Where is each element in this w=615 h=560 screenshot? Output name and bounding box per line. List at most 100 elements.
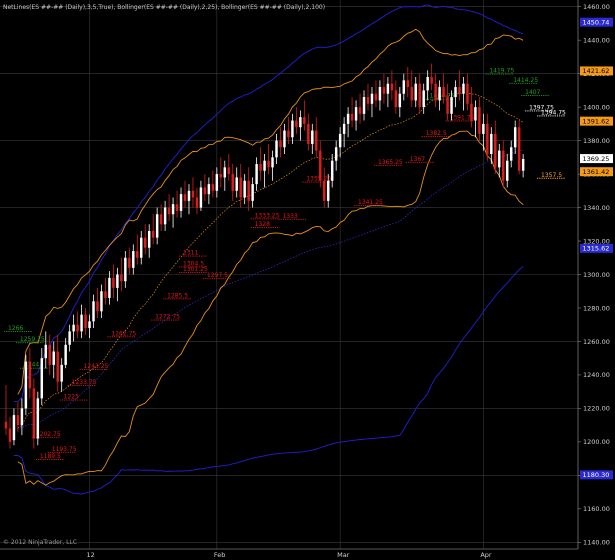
bollinger-bands (13, 4, 524, 495)
price-tag-label: 1180.30 (583, 471, 610, 479)
candle-body (486, 123, 489, 154)
candle-body (80, 314, 83, 332)
candle-body (24, 361, 28, 409)
candle-body (187, 190, 191, 201)
x-tick-label: Mar (337, 551, 350, 559)
candle-body (386, 83, 390, 94)
price-tag-bg (580, 243, 613, 253)
price-tag-bg (580, 66, 613, 76)
candle-body (299, 117, 302, 128)
netline-label: 1341.25 (358, 199, 383, 206)
y-tick-label: 1240.00 (583, 371, 610, 379)
candle-body (40, 358, 44, 399)
candle-body (275, 140, 278, 158)
netline-label: 1407 (525, 89, 540, 96)
candle-body (12, 415, 16, 441)
candle-body (263, 160, 266, 171)
candle-body (474, 107, 477, 121)
price-tag-label: 1315.62 (583, 245, 610, 253)
candle-body (382, 87, 386, 94)
netline-label: 1244 (24, 362, 39, 369)
netline-label: 1301.25 (183, 266, 208, 273)
netline-label: 1333.25 (255, 212, 280, 219)
candle-body (458, 87, 461, 94)
candle-body (28, 361, 32, 389)
netline-label: 1382.5 (426, 130, 447, 137)
bb25-upper-line (17, 28, 524, 395)
candle-body (505, 160, 509, 181)
candle-body (155, 214, 159, 238)
candle-body (478, 107, 481, 134)
candle-body (450, 97, 453, 114)
netline-label: 1262.75 (111, 330, 136, 337)
candle-body (414, 83, 417, 101)
candle-body (259, 164, 262, 171)
candle-body (4, 421, 8, 429)
candle-body (342, 123, 346, 134)
y-tick-label: 1280.00 (583, 304, 610, 312)
candle-body (247, 180, 250, 201)
y-tick-label: 1460.00 (583, 3, 610, 11)
candle-body (223, 167, 227, 178)
netline-label: 1357.5 (541, 172, 562, 179)
y-tick-label: 1200.00 (583, 438, 610, 446)
candle-body (124, 257, 127, 282)
candle-body (48, 344, 51, 365)
candle-body (219, 174, 223, 178)
candle-body (482, 123, 485, 134)
netline-label: 1397.75 (529, 104, 554, 111)
candle-body (207, 184, 211, 195)
candle-body (32, 388, 36, 439)
candle-body (370, 93, 374, 104)
candle-body (191, 190, 195, 198)
candle-body (36, 398, 40, 439)
y-tick-label: 1320.00 (583, 237, 610, 245)
candle-body (143, 237, 147, 248)
candle-body (203, 187, 207, 195)
candle-body (147, 230, 151, 248)
candle-body (175, 204, 179, 211)
candle-body (350, 113, 354, 121)
candle-body (354, 107, 358, 121)
netline-label: 1225 (64, 394, 79, 401)
candle-body (199, 187, 203, 208)
netline-label: 1259.25 (20, 336, 45, 343)
candle-body (271, 157, 274, 168)
candle-body (132, 251, 135, 268)
netline-label: 1189.5 (40, 453, 61, 460)
netline-label: 1391.75 (450, 114, 475, 121)
candle-body (211, 184, 215, 191)
candle-body (183, 194, 187, 201)
candle-body (513, 127, 517, 148)
candle-body (171, 204, 175, 215)
candle-body (398, 93, 402, 108)
netline-label: 1233.75 (72, 379, 97, 386)
candle-body (104, 291, 107, 298)
candle-body (100, 291, 103, 312)
netline-label: 1333 (282, 213, 297, 220)
candle-body (517, 127, 521, 171)
price-tag-bg (580, 17, 613, 27)
y-tick-label: 1220.00 (583, 405, 610, 413)
candle-body (422, 90, 425, 108)
candle-body (76, 324, 79, 332)
price-tag-bg (580, 116, 613, 126)
candle-body (179, 194, 183, 211)
netline-label: 1193.75 (52, 446, 77, 453)
netline-label: 1311 (183, 250, 198, 257)
candle-body (498, 150, 501, 168)
candle-body (255, 164, 258, 185)
candle-body (136, 251, 139, 258)
candle-body (279, 140, 282, 148)
netline-label: 1419.75 (489, 68, 514, 75)
candle-body (410, 87, 413, 101)
candle-body (52, 351, 55, 365)
x-tick-label: Apr (480, 551, 492, 559)
netline-label: 1365.25 (378, 159, 403, 166)
candle-body (167, 207, 171, 215)
price-tag-bg (580, 167, 613, 177)
price-tag-label: 1421.62 (583, 67, 610, 75)
price-tag-label: 1450.74 (583, 18, 610, 26)
